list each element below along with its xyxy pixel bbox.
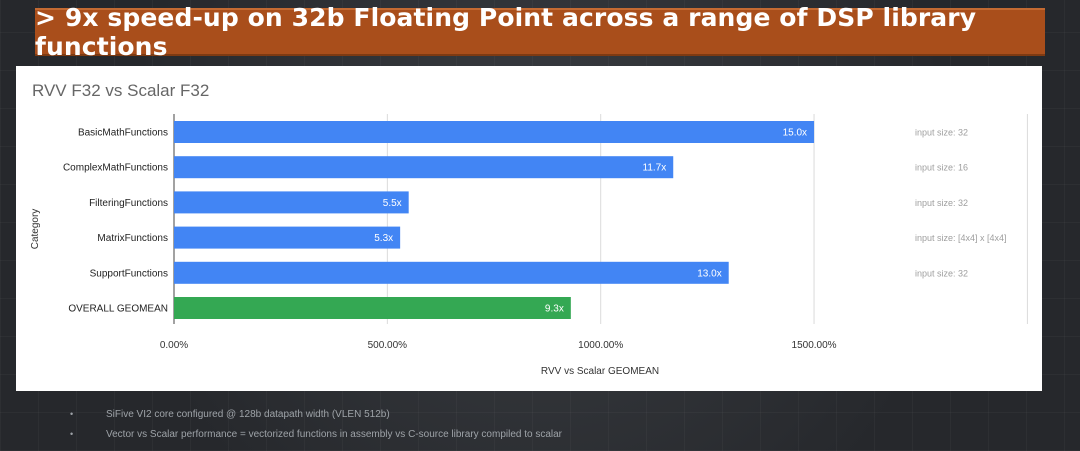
category-label: MatrixFunctions	[97, 233, 168, 244]
x-tick-label: 1000.00%	[578, 340, 623, 351]
data-label: 15.0x	[783, 128, 807, 139]
bar-chart: RVV F32 vs Scalar F32 BasicMathFunctions…	[30, 81, 1028, 377]
x-tick-label: 1500.00%	[792, 340, 837, 351]
gridlines	[173, 114, 1028, 324]
chart-card: RVV F32 vs Scalar F32 BasicMathFunctions…	[16, 66, 1042, 391]
annotation-label: input size: 32	[915, 268, 968, 278]
bars	[174, 121, 815, 319]
bar	[174, 261, 729, 284]
chart-title: RVV F32 vs Scalar F32	[32, 81, 209, 100]
footnote-item: • Vector vs Scalar performance = vectoriz…	[70, 424, 562, 444]
bullet-icon: •	[70, 429, 74, 439]
category-label: BasicMathFunctions	[78, 128, 168, 139]
footnotes: • SiFive VI2 core configured @ 128b datap…	[70, 404, 562, 444]
category-label: OVERALL GEOMEAN	[68, 304, 168, 315]
category-label: SupportFunctions	[90, 268, 168, 279]
data-labels: 15.0x 11.7x 5.5x 5.3x 13.0x 9.3x	[374, 128, 807, 315]
annotation-label: input size: 32	[915, 128, 968, 138]
y-axis-label: Category	[30, 209, 41, 250]
bar	[174, 297, 571, 319]
category-label: FilteringFunctions	[89, 198, 168, 209]
x-tick-labels: 0.00% 500.00% 1000.00% 1500.00%	[160, 340, 837, 351]
bar	[174, 191, 409, 214]
x-axis-label: RVV vs Scalar GEOMEAN	[541, 366, 659, 377]
x-tick-label: 0.00%	[160, 340, 188, 351]
annotation-label: input size: [4x4] x [4x4]	[915, 233, 1007, 243]
bullet-icon: •	[70, 409, 74, 419]
bar	[174, 156, 674, 179]
annotation-label: input size: 16	[915, 163, 968, 173]
bar	[174, 121, 815, 143]
annotation-label: input size: 32	[915, 198, 968, 208]
title-banner: > 9x speed-up on 32b Floating Point acro…	[35, 3, 1045, 61]
data-label: 5.5x	[383, 198, 402, 209]
category-labels: BasicMathFunctions ComplexMathFunctions Fi…	[63, 128, 168, 315]
x-tick-label: 500.00%	[368, 340, 408, 351]
bar	[174, 226, 401, 249]
annotations: input size: 32 input size: 16 input size: …	[915, 128, 1007, 279]
data-label: 9.3x	[545, 304, 564, 315]
category-label: ComplexMathFunctions	[63, 163, 168, 174]
banner-title: > 9x speed-up on 32b Floating Point acro…	[35, 3, 977, 61]
data-label: 13.0x	[697, 268, 721, 279]
footnote-text: Vector vs Scalar performance = vectorize…	[106, 428, 563, 440]
data-label: 11.7x	[643, 163, 667, 174]
data-label: 5.3x	[374, 233, 393, 244]
footnote-item: • SiFive VI2 core configured @ 128b datap…	[70, 404, 562, 424]
footnote-text: SiFive VI2 core configured @ 128b datapa…	[106, 408, 390, 420]
